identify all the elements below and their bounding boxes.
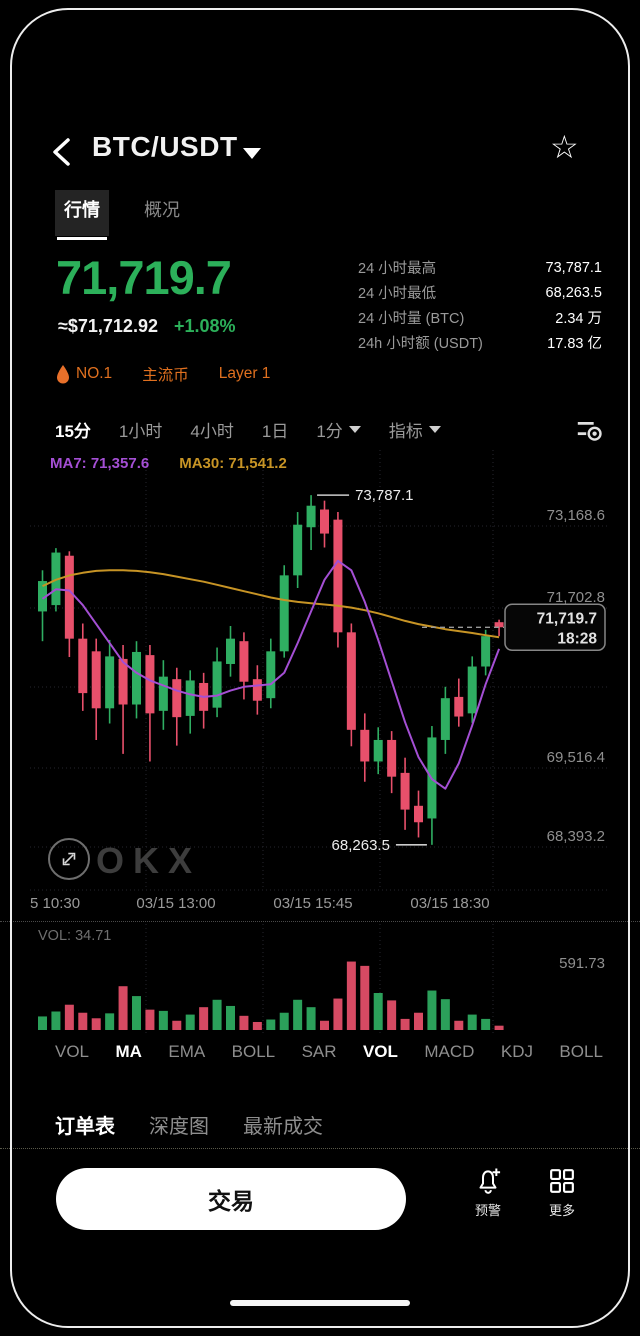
time-axis: 5 10:30 03/15 13:00 03/15 15:45 03/15 18:30 <box>30 895 610 919</box>
token-badges: NO.1 主流币 Layer 1 <box>56 360 270 388</box>
timeframe-1日[interactable]: 1日 <box>261 421 289 441</box>
stat-row: 24 小时最高 73,787.1 <box>358 255 602 280</box>
flame-icon <box>57 364 69 383</box>
y-axis-label: 69,516.4 <box>547 749 605 766</box>
timeframe-指标[interactable]: 指标 <box>389 417 441 442</box>
orderbook-tab-1[interactable]: 深度图 <box>149 1115 209 1138</box>
divider <box>0 921 640 922</box>
divider <box>0 1148 640 1149</box>
pair-title[interactable]: BTC/USDT <box>92 131 238 162</box>
x-axis-label: 03/15 15:45 <box>273 895 353 912</box>
price-alert-button[interactable]: 预警 <box>458 1166 518 1219</box>
pair-dropdown-caret-icon[interactable] <box>243 148 261 159</box>
candlestick-chart[interactable]: 73,168.6 71,702.8 69,516.4 68,393.2 73,787.1… <box>30 450 610 895</box>
badge-layer-1[interactable]: Layer 1 <box>218 365 271 382</box>
favorite-star-icon[interactable]: ☆ <box>550 129 579 165</box>
indicator-vol[interactable]: VOL <box>362 1042 398 1061</box>
header: BTC/USDT ☆ <box>0 128 640 178</box>
chart-settings-icon[interactable] <box>575 415 603 443</box>
home-indicator <box>230 1300 410 1306</box>
stat-label: 24 小时最低 <box>358 286 437 302</box>
more-button[interactable]: 更多 <box>532 1166 592 1219</box>
ma30-label: MA30: 71,541.2 <box>179 455 287 472</box>
stat-row: 24 小时最低 68,263.5 <box>358 280 602 305</box>
orderbook-tab-2[interactable]: 最新成交 <box>243 1115 323 1138</box>
y-axis-label: 73,168.6 <box>547 507 605 524</box>
tab-market[interactable]: 行情 <box>55 190 109 240</box>
chart-section: 73,168.6 71,702.8 69,516.4 68,393.2 73,787.1… <box>30 450 610 895</box>
timeframe-15分[interactable]: 15分 <box>55 421 91 441</box>
stat-row: 24h 小时额 (USDT) 17.83 亿 <box>358 330 602 355</box>
market-tabs: 行情 概况 <box>55 190 595 240</box>
stat-value: 17.83 亿 <box>547 336 602 352</box>
stat-label: 24h 小时额 (USDT) <box>358 336 483 352</box>
stat-row: 24 小时量 (BTC) 2.34 万 <box>358 305 602 330</box>
current-price-tag: 71,719.7 18:28 <box>504 603 606 652</box>
indicator-ma[interactable]: MA <box>115 1042 142 1061</box>
badge-no.1[interactable]: NO.1 <box>56 364 112 384</box>
y-axis-label: 68,393.2 <box>547 828 605 845</box>
vol-label: VOL: 34.71 <box>38 928 111 944</box>
indicator-boll[interactable]: BOLL <box>559 1042 603 1061</box>
stat-value: 68,263.5 <box>545 284 602 301</box>
indicator-ema[interactable]: EMA <box>168 1042 206 1061</box>
orderbook-tab-0[interactable]: 订单表 <box>55 1115 115 1138</box>
okx-watermark: OKX <box>96 840 202 881</box>
y-axis-label: 71,702.8 <box>547 589 605 606</box>
percent-change: +1.08% <box>173 316 236 336</box>
high-annotation: 73,787.1 <box>355 487 413 504</box>
low-annotation: 68,263.5 <box>332 837 390 854</box>
indicator-sar[interactable]: SAR <box>301 1042 337 1061</box>
indicator-boll[interactable]: BOLL <box>231 1042 276 1061</box>
indicator-kdj[interactable]: KDJ <box>500 1042 533 1061</box>
timeframe-4小时[interactable]: 4小时 <box>190 421 234 441</box>
stat-value: 73,787.1 <box>545 259 602 276</box>
svg-text:18:28: 18:28 <box>557 630 597 647</box>
price-subrow: ≈$71,712.92 +1.08% <box>58 316 236 337</box>
chevron-down-icon <box>348 425 361 433</box>
indicator-vol[interactable]: VOL <box>55 1042 90 1061</box>
x-axis-label: 03/15 18:30 <box>410 895 490 912</box>
stat-label: 24 小时最高 <box>358 261 437 277</box>
badge-主流币[interactable]: 主流币 <box>142 367 189 384</box>
x-axis-label: 03/15 13:00 <box>136 895 216 912</box>
last-price: 71,719.7 <box>56 251 232 304</box>
timeframe-1分[interactable]: 1分 <box>316 417 361 442</box>
stat-value: 2.34 万 <box>555 311 602 327</box>
fullscreen-expand-icon[interactable] <box>48 838 90 880</box>
timeframe-row: 15分 1小时 4小时 1日 1分 指标 <box>55 412 605 446</box>
back-icon[interactable] <box>48 136 78 168</box>
volume-panel[interactable]: VOL: 34.71 591.73 <box>30 924 610 1039</box>
trade-button[interactable]: 交易 <box>56 1168 406 1230</box>
svg-text:71,719.7: 71,719.7 <box>537 610 597 627</box>
indicator-macd[interactable]: MACD <box>424 1042 475 1061</box>
alert-label: 预警 <box>474 1203 501 1218</box>
usd-price: ≈$71,712.92 <box>58 316 158 336</box>
ma7-label: MA7: 71,357.6 <box>50 455 150 472</box>
tab-overview[interactable]: 概况 <box>144 200 180 220</box>
more-label: 更多 <box>548 1203 575 1218</box>
bell-plus-icon <box>479 1168 501 1194</box>
stat-label: 24 小时量 (BTC) <box>358 311 465 327</box>
grid-icon <box>550 1169 574 1193</box>
vol-axis-max: 591.73 <box>559 955 605 972</box>
bottom-bar: 交易 预警 更多 <box>0 1160 640 1240</box>
stats-block: 24 小时最高 73,787.1 24 小时最低 68,263.5 24 小时量 (BT… <box>358 255 602 355</box>
ma-labels: MA7: 71,357.6 MA30: 71,541.2 <box>50 455 287 472</box>
orderbook-tabs: 订单表 深度图 最新成交 <box>55 1104 323 1144</box>
indicator-row: VOL MA EMA BOLL SAR VOL MACD KDJ BOLL <box>55 1042 603 1062</box>
timeframe-1小时[interactable]: 1小时 <box>118 421 163 441</box>
x-axis-label: 5 10:30 <box>30 895 81 912</box>
chevron-down-icon <box>428 425 441 433</box>
